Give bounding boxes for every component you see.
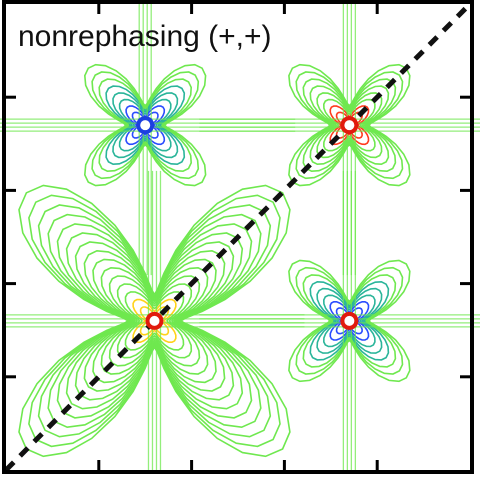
contour-level — [288, 63, 411, 187]
contour-level — [116, 283, 193, 359]
contour-level — [295, 266, 404, 375]
contour-level — [91, 71, 200, 180]
peak-markers-layer — [136, 116, 359, 330]
chart-title: nonrephasing (+,+) — [18, 20, 272, 53]
contour-level — [105, 85, 186, 166]
contour-level — [309, 85, 390, 166]
contour-level — [316, 92, 383, 159]
contour-level — [295, 71, 404, 180]
contour-level — [98, 78, 193, 173]
contour-level — [92, 258, 217, 384]
contour-level — [302, 78, 397, 173]
contour-level — [108, 275, 201, 367]
diagonal-peak-upper-right — [340, 116, 359, 135]
cross-peak-upper-left — [136, 116, 155, 135]
diagonal-line — [4, 2, 472, 472]
diagonal-peak-lower-left — [145, 311, 164, 330]
contour-level — [132, 298, 177, 343]
axis-ticks — [6, 4, 470, 470]
contour-level — [322, 294, 376, 348]
contour-level — [302, 274, 397, 368]
contour-level — [288, 259, 411, 383]
contour-level — [83, 63, 207, 187]
contour-layer — [0, 0, 480, 471]
contour-level — [322, 98, 376, 152]
contour-level — [83, 249, 226, 392]
contour-level — [309, 280, 390, 361]
plot-frame — [2, 0, 474, 474]
contour-level — [112, 92, 179, 159]
contour-level — [118, 98, 172, 152]
contour-level — [18, 184, 291, 458]
cross-peak-lower-right — [340, 311, 359, 330]
contour-level — [124, 291, 185, 351]
contour-level — [316, 287, 383, 354]
contour-level — [100, 266, 209, 375]
